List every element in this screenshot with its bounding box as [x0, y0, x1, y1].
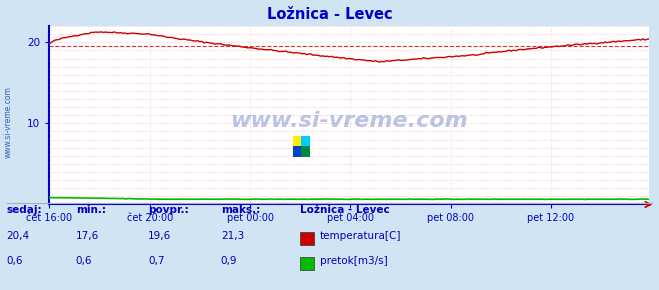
Text: 17,6: 17,6 [76, 231, 99, 241]
Text: www.si-vreme.com: www.si-vreme.com [231, 110, 468, 130]
Text: 0,6: 0,6 [7, 256, 23, 266]
Bar [302, 136, 310, 146]
Bar [293, 136, 302, 146]
Text: 0,9: 0,9 [221, 256, 237, 266]
Text: 19,6: 19,6 [148, 231, 171, 241]
Text: sedaj:: sedaj: [7, 205, 42, 215]
Text: min.:: min.: [76, 205, 106, 215]
Text: 0,6: 0,6 [76, 256, 92, 266]
Bar [302, 146, 310, 157]
Text: www.si-vreme.com: www.si-vreme.com [3, 86, 13, 158]
Text: 0,7: 0,7 [148, 256, 165, 266]
Text: 20,4: 20,4 [7, 231, 30, 241]
Text: Ložnica - Levec: Ložnica - Levec [300, 205, 389, 215]
Text: pretok[m3/s]: pretok[m3/s] [320, 256, 387, 266]
Text: povpr.:: povpr.: [148, 205, 189, 215]
Text: Ložnica - Levec: Ložnica - Levec [267, 7, 392, 22]
Text: temperatura[C]: temperatura[C] [320, 231, 401, 241]
Text: maks.:: maks.: [221, 205, 260, 215]
Text: 21,3: 21,3 [221, 231, 244, 241]
Bar [293, 146, 302, 157]
